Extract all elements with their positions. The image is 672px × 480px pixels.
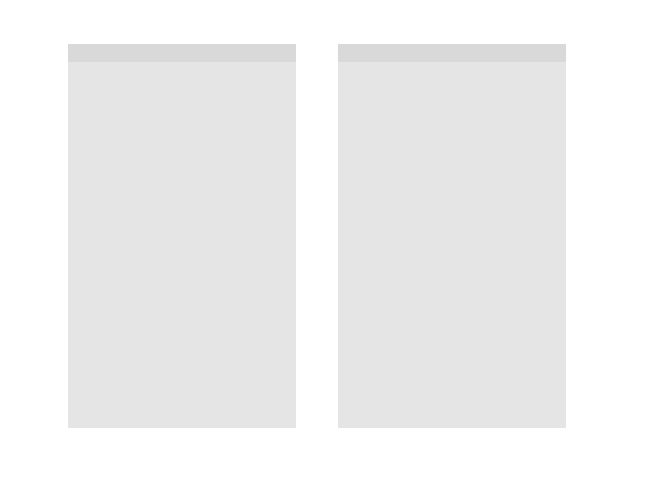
legend: [586, 196, 608, 311]
legend-colorbar: [586, 196, 608, 311]
panel-2-strip: [338, 44, 566, 62]
panel-2: [338, 44, 566, 428]
panel-1-strip: [68, 44, 296, 62]
panel-2-background: [338, 62, 566, 428]
panel-1: [68, 44, 296, 428]
panel-1-background: [68, 62, 296, 428]
